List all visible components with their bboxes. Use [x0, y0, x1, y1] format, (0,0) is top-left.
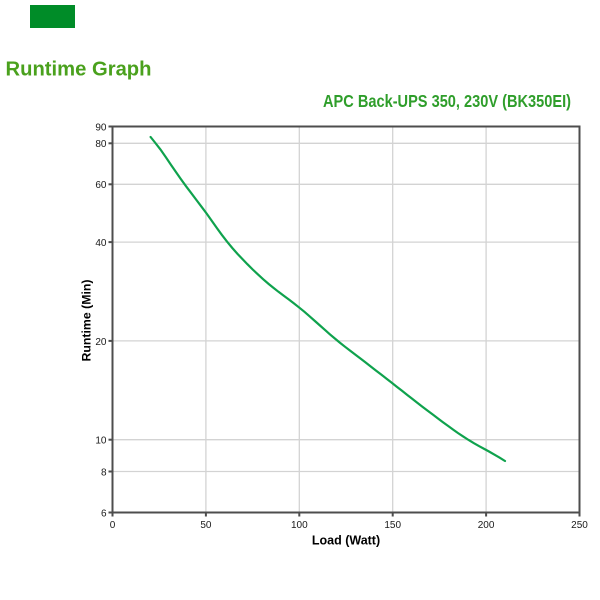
svg-text:Load (Watt): Load (Watt): [312, 534, 380, 548]
svg-text:8: 8: [101, 467, 107, 478]
svg-text:50: 50: [200, 520, 212, 531]
svg-text:6: 6: [101, 508, 107, 519]
svg-text:0: 0: [110, 520, 116, 531]
svg-text:150: 150: [384, 520, 401, 531]
svg-text:10: 10: [95, 436, 107, 447]
svg-text:250: 250: [571, 520, 588, 531]
svg-text:40: 40: [95, 238, 107, 249]
svg-text:90: 90: [95, 122, 107, 133]
svg-text:80: 80: [95, 139, 107, 150]
svg-text:APC Back-UPS 350, 230V (BK350E: APC Back-UPS 350, 230V (BK350EI): [323, 91, 571, 111]
svg-text:200: 200: [478, 520, 495, 531]
svg-text:60: 60: [95, 180, 107, 191]
svg-text:100: 100: [291, 520, 308, 531]
svg-text:Runtime Graph: Runtime Graph: [6, 58, 152, 80]
svg-text:20: 20: [95, 337, 107, 348]
svg-text:Runtime (Min): Runtime (Min): [80, 280, 94, 362]
